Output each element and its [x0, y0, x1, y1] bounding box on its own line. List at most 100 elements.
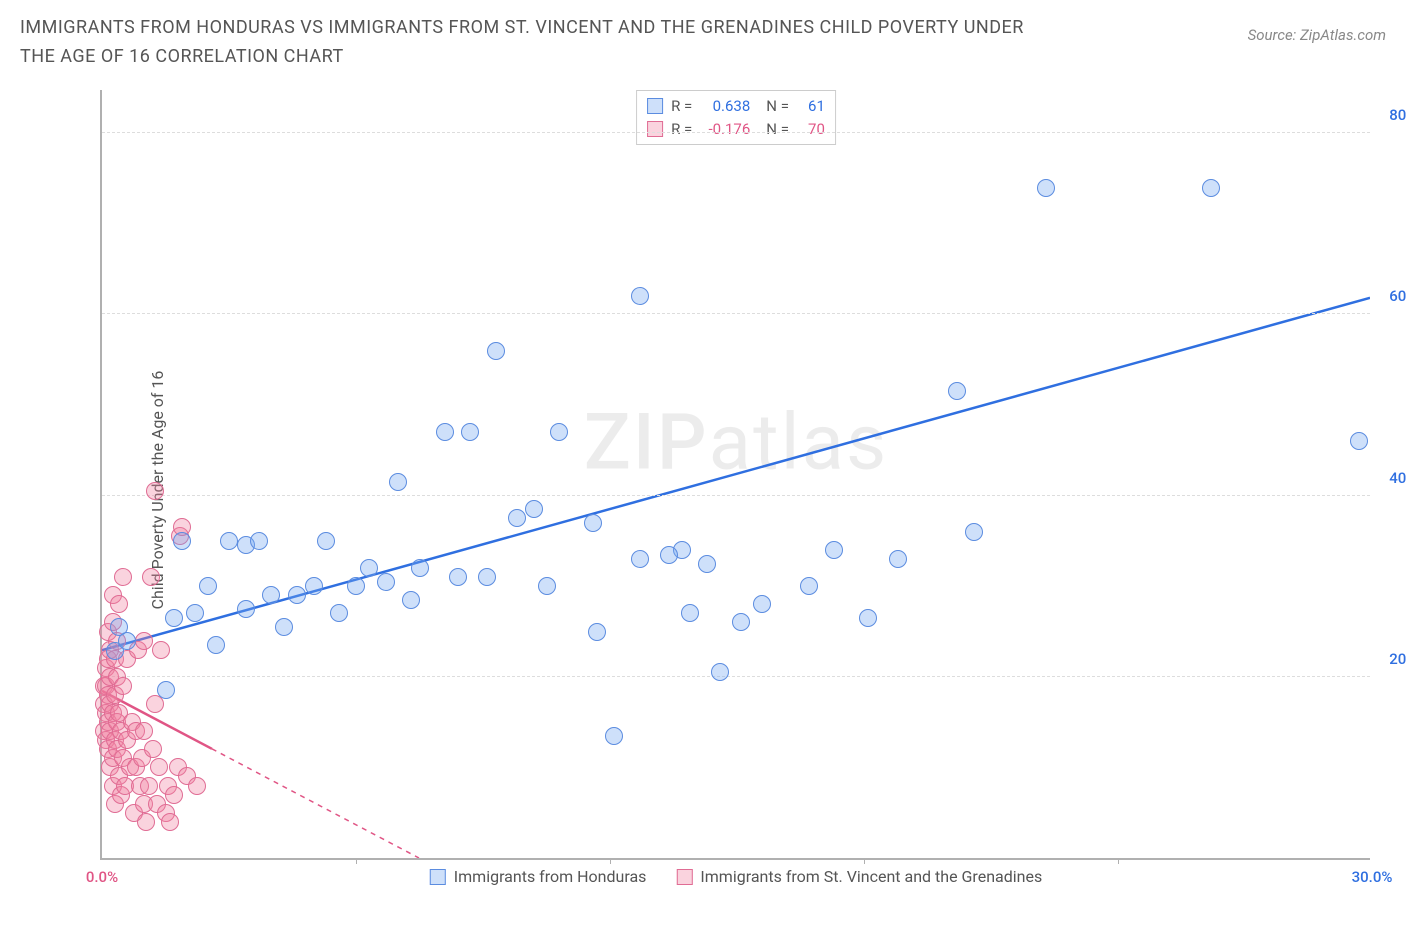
point-series-a	[275, 618, 293, 636]
point-series-a	[753, 595, 771, 613]
point-series-a	[478, 568, 496, 586]
point-series-a	[250, 532, 268, 550]
chart-title: IMMIGRANTS FROM HONDURAS VS IMMIGRANTS F…	[20, 14, 1050, 72]
r-label: R =	[671, 95, 692, 118]
n-value: 61	[797, 95, 825, 118]
gridline	[102, 313, 1370, 314]
legend-swatch	[676, 869, 692, 885]
n-label: N =	[766, 95, 789, 118]
point-series-a	[207, 636, 225, 654]
point-series-a	[487, 342, 505, 360]
source-label: Source:	[1248, 26, 1297, 44]
correlation-legend: R = 0.638 N = 61 R = -0.176 N = 70	[636, 90, 836, 145]
point-series-a	[732, 613, 750, 631]
point-series-a	[605, 727, 623, 745]
point-series-a	[347, 577, 365, 595]
r-value: -0.176	[700, 118, 750, 141]
point-series-a	[389, 473, 407, 491]
point-series-a	[165, 609, 183, 627]
legend-swatch	[647, 98, 663, 114]
point-series-a	[237, 600, 255, 618]
x-tick-left: 0.0%	[86, 868, 118, 886]
y-tick-label: 40.0%	[1389, 469, 1406, 487]
r-value: 0.638	[700, 95, 750, 118]
point-series-a	[631, 287, 649, 305]
source-value: ZipAtlas.com	[1300, 26, 1386, 44]
point-series-b	[114, 568, 132, 586]
point-series-b	[142, 568, 160, 586]
point-series-a	[186, 604, 204, 622]
point-series-b	[114, 677, 132, 695]
point-series-a	[538, 577, 556, 595]
point-series-a	[698, 555, 716, 573]
x-tick-mark	[864, 858, 865, 864]
point-series-a	[449, 568, 467, 586]
chart-container: Child Poverty Under the Age of 16 ZIPatl…	[30, 90, 1390, 890]
legend-rn-row: R = 0.638 N = 61	[647, 95, 825, 118]
legend-swatch	[430, 869, 446, 885]
trend-lines	[102, 90, 1370, 858]
x-tick-mark	[1118, 858, 1119, 864]
y-tick-label: 80.0%	[1389, 106, 1406, 124]
point-series-a	[317, 532, 335, 550]
point-series-a	[948, 382, 966, 400]
source-attribution: Source: ZipAtlas.com	[1248, 26, 1386, 44]
legend-label: Immigrants from Honduras	[454, 867, 647, 886]
point-series-a	[411, 559, 429, 577]
y-tick-label: 20.0%	[1389, 650, 1406, 668]
point-series-a	[118, 632, 136, 650]
point-series-a	[525, 500, 543, 518]
plot-area: ZIPatlas R =0.638N =61R =-0.176N =70 Imm…	[100, 90, 1370, 860]
legend-item: Immigrants from St. Vincent and the Gren…	[676, 867, 1042, 886]
point-series-a	[436, 423, 454, 441]
point-series-a	[584, 514, 602, 532]
point-series-a	[1202, 179, 1220, 197]
x-tick-right: 30.0%	[1352, 868, 1393, 886]
point-series-a	[220, 532, 238, 550]
point-series-a	[1350, 432, 1368, 450]
point-series-b	[161, 813, 179, 831]
series-legend: Immigrants from Honduras Immigrants from …	[430, 867, 1042, 886]
point-series-b	[135, 632, 153, 650]
point-series-a	[859, 609, 877, 627]
x-tick-mark	[610, 858, 611, 864]
point-series-a	[262, 586, 280, 604]
point-series-a	[681, 604, 699, 622]
point-series-a	[508, 509, 526, 527]
point-series-b	[110, 595, 128, 613]
legend-label: Immigrants from St. Vincent and the Gren…	[700, 867, 1042, 886]
point-series-a	[825, 541, 843, 559]
point-series-a	[660, 546, 678, 564]
x-tick-mark	[356, 858, 357, 864]
point-series-b	[144, 740, 162, 758]
legend-swatch	[647, 121, 663, 137]
legend-rn-row: R = -0.176 N = 70	[647, 118, 825, 141]
point-series-a	[711, 663, 729, 681]
point-series-a	[360, 559, 378, 577]
gridline	[102, 676, 1370, 677]
watermark: ZIPatlas	[584, 398, 889, 489]
point-series-b	[188, 777, 206, 795]
point-series-a	[588, 623, 606, 641]
point-series-a	[173, 532, 191, 550]
point-series-a	[965, 523, 983, 541]
r-label: R =	[671, 118, 692, 141]
n-label: N =	[766, 118, 789, 141]
point-series-a	[199, 577, 217, 595]
point-series-a	[550, 423, 568, 441]
n-value: 70	[797, 118, 825, 141]
point-series-b	[165, 786, 183, 804]
point-series-a	[889, 550, 907, 568]
legend-item: Immigrants from Honduras	[430, 867, 647, 886]
y-tick-label: 60.0%	[1389, 287, 1406, 305]
gridline	[102, 495, 1370, 496]
point-series-a	[288, 586, 306, 604]
point-series-b	[150, 758, 168, 776]
gridline	[102, 132, 1370, 133]
point-series-a	[461, 423, 479, 441]
point-series-a	[1037, 179, 1055, 197]
point-series-a	[305, 577, 323, 595]
point-series-b	[135, 722, 153, 740]
point-series-a	[402, 591, 420, 609]
point-series-a	[800, 577, 818, 595]
